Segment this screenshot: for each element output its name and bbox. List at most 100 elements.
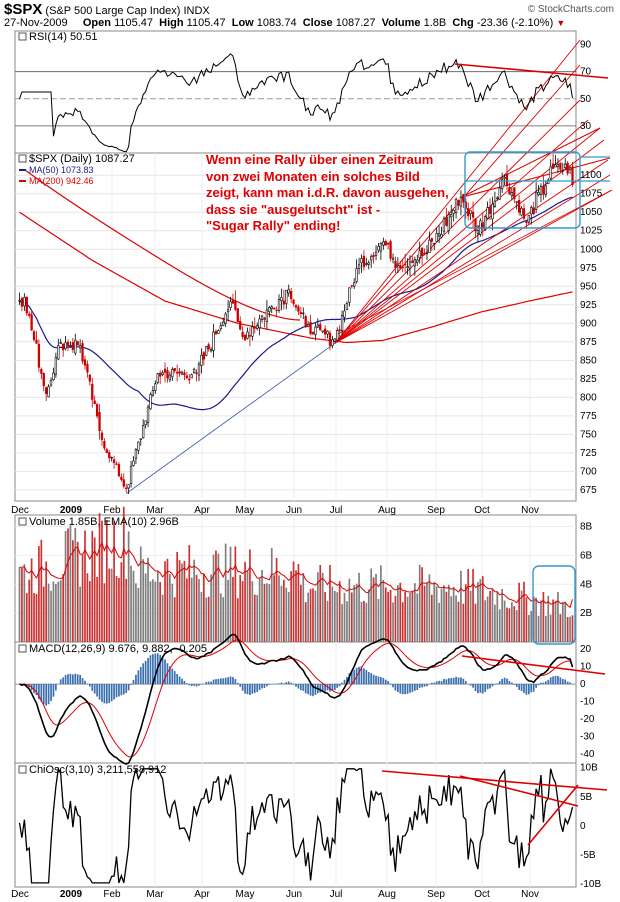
macd-histogram-bar <box>266 684 268 687</box>
candle-body <box>25 296 28 314</box>
candle-body <box>532 207 535 214</box>
macd-histogram-bar <box>542 682 545 685</box>
macd-histogram-bar <box>263 684 266 688</box>
price-candle <box>156 372 159 385</box>
volume-tick-label: 4B <box>580 579 593 590</box>
volume-bar <box>443 585 445 642</box>
macd-histogram-bar <box>81 678 84 685</box>
price-candle <box>185 372 189 380</box>
volume-bar <box>503 600 506 642</box>
candle-body <box>537 192 540 196</box>
macd-histogram-bar <box>564 679 567 685</box>
price-candle <box>200 348 203 374</box>
candle-body <box>522 208 526 219</box>
macd-histogram-bar <box>33 684 35 694</box>
volume-bar <box>202 573 205 642</box>
macd-histogram-bar <box>108 684 111 704</box>
price-candle <box>287 284 290 297</box>
price-candle <box>374 245 378 261</box>
price-candle <box>226 299 230 322</box>
price-candle <box>40 367 43 380</box>
price-candle <box>430 237 433 252</box>
price-candle <box>365 257 368 266</box>
candle-body <box>474 218 477 232</box>
macd-histogram-bar <box>236 682 239 685</box>
price-candle <box>163 362 167 383</box>
volume-bar <box>249 549 251 642</box>
candle-body <box>93 400 96 405</box>
price-candle <box>491 196 494 231</box>
macd-histogram-bar <box>300 684 302 691</box>
candle-body <box>403 263 407 266</box>
macd-histogram-bar <box>430 682 433 685</box>
chart-title: $SPX (S&P 500 Large Cap Index) INDX <box>4 1 210 18</box>
price-candle <box>243 334 247 341</box>
x-tick-label-bottom: Oct <box>474 889 490 900</box>
volume-bar <box>418 564 421 642</box>
price-tick-label: 1100 <box>580 170 602 181</box>
volume-bar <box>198 579 200 642</box>
volume-bar <box>110 568 113 642</box>
price-candle <box>551 153 555 170</box>
price-candle <box>493 191 497 208</box>
candle-body <box>316 324 319 328</box>
candle-body <box>428 239 431 253</box>
volume-bar <box>348 578 351 642</box>
x-tick-label-bottom: Aug <box>378 889 396 900</box>
price-candle <box>57 338 60 360</box>
price-candle <box>311 331 315 335</box>
macd-histogram-bar <box>559 677 562 685</box>
candle-body <box>66 341 70 347</box>
candle-body <box>91 383 94 400</box>
candle-body <box>86 364 89 373</box>
candle-body <box>95 404 99 417</box>
candle-body <box>52 372 55 381</box>
macd-histogram-bar <box>343 679 346 685</box>
fan-trendline <box>334 99 581 344</box>
candle-body <box>450 214 453 218</box>
macd-tick-label: -40 <box>580 749 595 760</box>
price-candle <box>564 158 567 170</box>
price-candle <box>554 154 557 168</box>
volume-bar <box>30 558 33 642</box>
price-tick-label: 825 <box>580 374 597 385</box>
macd-histogram-bar <box>363 668 365 685</box>
volume-bar <box>101 520 103 642</box>
macd-histogram-bar <box>198 684 200 686</box>
macd-tick-label: 0 <box>580 679 586 690</box>
price-candle <box>454 197 458 219</box>
macd-histogram-bar <box>486 684 489 690</box>
candle-body <box>229 301 232 308</box>
volume-bar <box>316 572 319 642</box>
candle-body <box>452 209 455 214</box>
price-candle <box>413 256 416 276</box>
price-candle <box>83 355 87 370</box>
macd-histogram-bar <box>481 684 484 694</box>
volume-bar <box>566 617 569 642</box>
macd-histogram-bar <box>101 684 103 702</box>
candle-body <box>566 162 569 174</box>
price-candle <box>571 161 574 188</box>
open-value: 1105.47 <box>114 17 154 29</box>
price-candle <box>515 201 518 210</box>
volume-bar <box>302 572 305 642</box>
candle-body <box>304 316 307 328</box>
low-label: Low <box>231 17 254 29</box>
macd-histogram-bar <box>443 679 445 685</box>
rsi-tick-label: 50 <box>580 94 592 105</box>
candle-body <box>549 166 552 179</box>
exchange: INDX <box>183 5 210 17</box>
volume-bar <box>413 583 416 642</box>
candle-body <box>251 326 254 337</box>
macd-title: MACD(12,26,9) 9.676, 9.882, -0.205 <box>29 643 207 655</box>
volume-bar <box>295 570 297 642</box>
volume-bar <box>25 593 28 642</box>
price-candle <box>401 258 404 273</box>
price-candle <box>88 374 91 386</box>
price-candle <box>382 237 385 250</box>
candle-body <box>83 359 87 366</box>
volume-bar <box>205 597 208 642</box>
price-candle <box>231 293 235 304</box>
macd-histogram-bar <box>314 684 317 695</box>
candle-body <box>270 306 273 309</box>
